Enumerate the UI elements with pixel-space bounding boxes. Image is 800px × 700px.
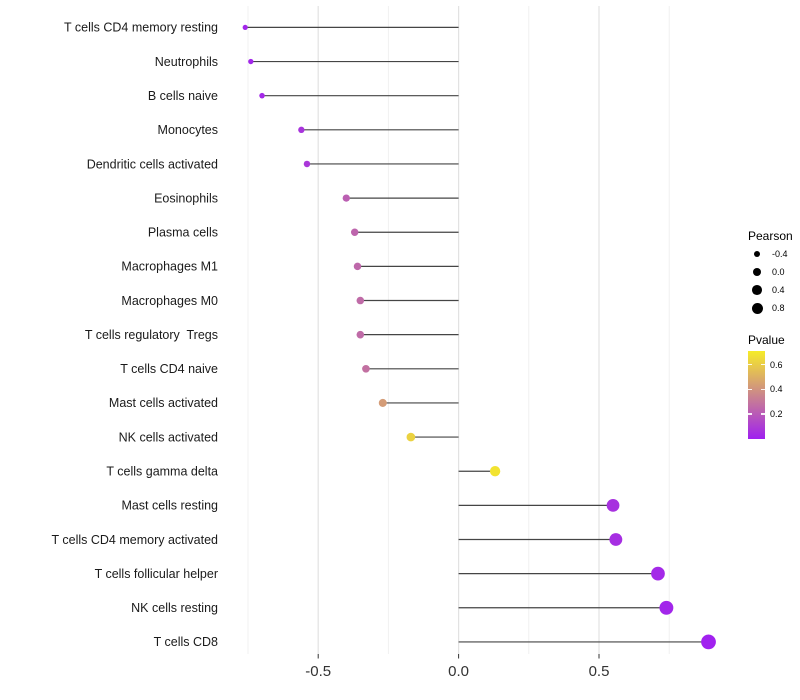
colorbar-tick (748, 388, 752, 391)
y-axis-label: T cells CD4 memory activated (52, 533, 219, 547)
size-legend-entry: 0.0 (746, 263, 788, 281)
size-legend-dot-cell (746, 302, 768, 314)
y-axis-label: Dendritic cells activated (87, 157, 218, 171)
data-point (378, 398, 387, 407)
x-tick-label: 0.0 (448, 663, 469, 680)
data-point (609, 533, 623, 546)
colorbar-tick-label: 0.2 (770, 409, 783, 420)
size-legend-dot-cell (746, 267, 768, 277)
x-tick-label: 0.5 (589, 663, 610, 680)
size-legend-entry: -0.4 (746, 245, 788, 263)
y-axis-label: B cells naive (148, 89, 218, 103)
y-axis-label: Neutrophils (155, 55, 218, 69)
colorbar-tick (761, 413, 765, 415)
y-axis-label: Macrophages M0 (121, 294, 218, 308)
data-point (406, 432, 416, 442)
data-point (356, 296, 365, 305)
data-point (342, 194, 350, 202)
size-legend-value: -0.4 (772, 249, 788, 259)
legend-pearson-title: Pearson (748, 229, 793, 243)
colorbar-tick (748, 413, 752, 415)
size-legend-value: 0.0 (772, 267, 785, 277)
size-legend-entry: 0.4 (746, 281, 788, 299)
y-axis-label: T cells gamma delta (106, 465, 218, 479)
size-legend-entry: 0.8 (746, 299, 788, 317)
colorbar-tick-label: 0.6 (770, 359, 783, 370)
data-point (606, 498, 620, 512)
size-legend-dot-icon (751, 302, 763, 314)
data-point (242, 24, 248, 30)
data-point (353, 262, 362, 271)
size-legend-dot-icon (752, 267, 762, 277)
data-point (651, 566, 665, 581)
data-point (298, 126, 305, 133)
y-axis-label: T cells follicular helper (95, 567, 218, 581)
y-axis-label: T cells regulatory Tregs (85, 328, 218, 342)
colorbar-tick (748, 363, 752, 366)
legend-pvalue-title: Pvalue (748, 333, 785, 347)
size-legend-value: 0.4 (772, 285, 785, 295)
size-legend-dot-cell (746, 250, 768, 258)
y-axis-label: Eosinophils (154, 191, 218, 205)
data-point (659, 600, 674, 615)
data-point (248, 58, 254, 65)
size-legend-dot-icon (753, 250, 761, 258)
colorbar-tick-label: 0.4 (770, 384, 783, 395)
data-point (701, 634, 716, 650)
y-axis-label: Mast cells resting (121, 499, 218, 513)
data-point (362, 364, 370, 373)
y-axis-label: Monocytes (158, 123, 218, 137)
y-axis-label: NK cells activated (119, 430, 218, 444)
data-point (350, 228, 359, 236)
y-axis-label: Plasma cells (148, 226, 218, 240)
data-point (356, 330, 365, 339)
x-tick-label: -0.5 (305, 663, 331, 680)
y-axis-label: NK cells resting (131, 601, 218, 615)
y-axis-label: Mast cells activated (109, 396, 218, 410)
data-point (259, 92, 265, 99)
size-legend-dot-icon (752, 285, 762, 295)
data-point (489, 466, 501, 477)
pvalue-colorbar (748, 351, 765, 439)
y-axis-label: Macrophages M1 (121, 260, 218, 274)
colorbar-tick (761, 363, 765, 366)
legend-pearson-size-scale: -0.4 0.0 0.4 0.8 (746, 245, 788, 317)
size-legend-dot-cell (746, 285, 768, 295)
colorbar-tick (761, 388, 765, 391)
y-axis-label: T cells CD4 naive (120, 362, 218, 376)
y-axis-label: T cells CD4 memory resting (64, 21, 218, 35)
data-point (303, 160, 311, 168)
size-legend-value: 0.8 (772, 303, 785, 313)
y-axis-label: T cells CD8 (154, 635, 218, 649)
